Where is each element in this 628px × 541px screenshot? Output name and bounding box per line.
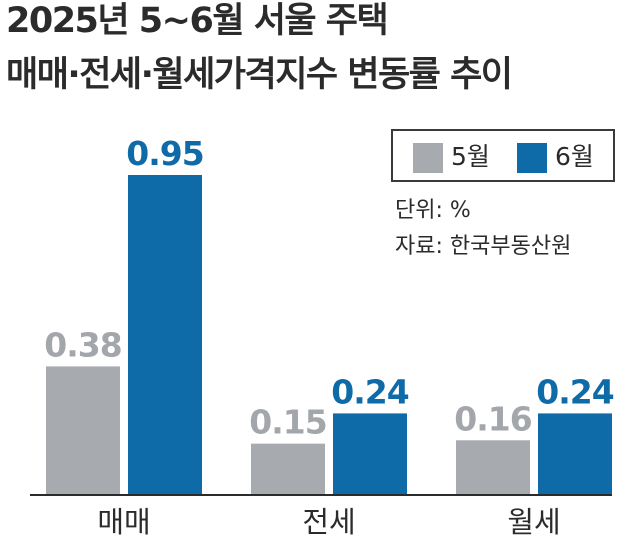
value-label-may-0: 0.38 — [44, 325, 121, 364]
legend-swatch-june — [517, 143, 547, 173]
bar-june-2 — [538, 413, 612, 494]
bar-june-1 — [333, 413, 407, 494]
category-label-2: 월세 — [507, 505, 560, 539]
legend-label-may: 5월 — [451, 142, 490, 171]
chart-title-line-1: 2025년 5~6월 서울 주택 — [6, 1, 389, 41]
legend-label-june: 6월 — [555, 142, 594, 171]
value-label-may-1: 0.15 — [249, 403, 326, 442]
category-label-1: 전세 — [302, 505, 355, 539]
value-label-june-0: 0.95 — [126, 134, 203, 173]
bar-may-2 — [456, 440, 530, 494]
value-label-june-1: 0.24 — [331, 372, 408, 411]
source-note: 자료: 한국부동산원 — [395, 234, 572, 259]
bar-june-0 — [128, 175, 202, 494]
category-label-0: 매매 — [97, 505, 150, 539]
legend-swatch-may — [413, 143, 443, 173]
unit-note: 단위: % — [395, 198, 471, 223]
chart-legend: 5월 6월 — [391, 129, 615, 182]
chart-title-line-2: 매매·전세·월세가격지수 변동률 추이 — [6, 55, 513, 95]
bar-may-1 — [251, 443, 325, 494]
value-label-june-2: 0.24 — [536, 372, 613, 411]
value-label-may-2: 0.16 — [454, 399, 531, 438]
bar-may-0 — [46, 366, 120, 494]
